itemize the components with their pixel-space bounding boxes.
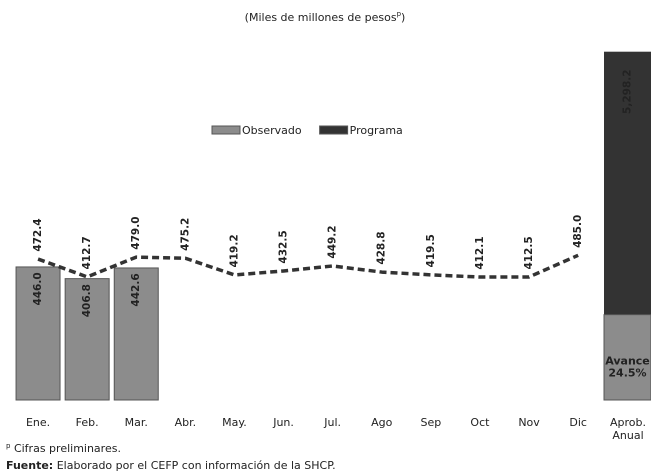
legend-label: Observado: [242, 124, 302, 137]
x-tick-label: Sep: [420, 416, 441, 429]
footnote-sup: p: [6, 442, 11, 450]
line-value-label: 479.0: [130, 216, 142, 249]
bar-value-label: 406.8: [81, 284, 93, 317]
source: Fuente: Elaborado por el CEFP con inform…: [6, 459, 336, 472]
advance-label: Avance: [605, 354, 650, 367]
footnote-text: Cifras preliminares.: [10, 442, 121, 455]
source-label: Fuente:: [6, 459, 53, 472]
line-value-label: 428.8: [376, 231, 388, 264]
advance-pct-label: 24.5%: [608, 366, 646, 379]
x-tick-label: Anual: [612, 429, 643, 442]
subtitle-end: ): [401, 11, 405, 24]
footnote: p Cifras preliminares.: [6, 442, 121, 455]
line: [37, 253, 579, 279]
x-tick-label: Feb.: [76, 416, 99, 429]
x-tick-label: Ago: [371, 416, 393, 429]
line-value-label: 475.2: [179, 218, 191, 251]
line-value-label: 419.2: [228, 234, 240, 267]
line-value-label: 449.2: [327, 225, 339, 258]
x-tick-label: Ene.: [26, 416, 50, 429]
x-tick-label: Oct: [470, 416, 490, 429]
line-value-label: 412.7: [81, 236, 93, 269]
bar: [64, 278, 110, 401]
legend-swatch: [211, 125, 241, 135]
legend-swatch: [319, 125, 349, 135]
x-tick-label: Dic: [569, 416, 587, 429]
chart-subtitle: (Miles de millones de pesosp): [245, 10, 406, 24]
source-text: Elaborado por el CEFP con información de…: [53, 459, 335, 472]
annual-total-label: 5,298.2: [622, 69, 634, 114]
subtitle-sup: p: [397, 10, 402, 18]
line-value-label: 472.4: [32, 218, 44, 251]
bar: [113, 267, 159, 401]
legend-label: Programa: [350, 124, 403, 137]
x-tick-label: Jun.: [272, 416, 294, 429]
x-tick-label: Mar.: [125, 416, 148, 429]
line-value-label: 432.5: [278, 230, 290, 263]
x-tick-label: Aprob.: [610, 416, 646, 429]
bar: [15, 266, 61, 401]
line-value-label: 485.0: [572, 215, 584, 248]
line-value-label: 419.5: [425, 234, 437, 267]
annual-advance-bar: [603, 314, 651, 401]
line-value-label: 412.5: [523, 236, 535, 269]
subtitle-text: (Miles de millones de pesos: [245, 11, 397, 24]
x-tick-label: May.: [222, 416, 247, 429]
x-tick-label: Abr.: [175, 416, 197, 429]
line-value-label: 412.1: [474, 236, 486, 269]
x-tick-label: Jul.: [323, 416, 341, 429]
bar-value-label: 442.6: [130, 273, 142, 306]
bar-value-label: 446.0: [32, 272, 44, 305]
x-tick-label: Nov: [518, 416, 540, 429]
